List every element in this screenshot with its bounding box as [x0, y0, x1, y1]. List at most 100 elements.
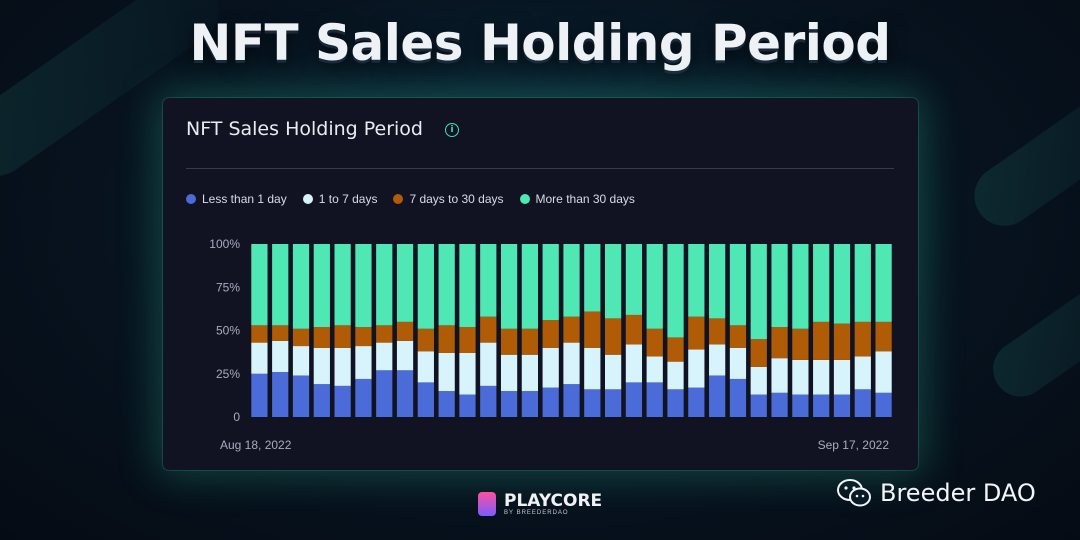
bar-segment-more-than-30-days[interactable]	[688, 244, 705, 317]
bar-segment-7-days-to-30-days[interactable]	[459, 327, 476, 353]
bar-segment-less-than-1-day[interactable]	[521, 391, 538, 417]
bar-segment-less-than-1-day[interactable]	[584, 389, 601, 417]
bar-segment-less-than-1-day[interactable]	[313, 384, 330, 417]
bar-segment-more-than-30-days[interactable]	[605, 244, 622, 319]
bar-segment-7-days-to-30-days[interactable]	[709, 318, 726, 345]
bar-segment-more-than-30-days[interactable]	[417, 244, 434, 329]
bar-segment-7-days-to-30-days[interactable]	[355, 327, 372, 347]
bar-segment-more-than-30-days[interactable]	[813, 244, 830, 322]
bar-segment-less-than-1-day[interactable]	[438, 391, 455, 417]
bar-segment-more-than-30-days[interactable]	[750, 244, 767, 340]
bar-segment-less-than-1-day[interactable]	[771, 392, 788, 417]
info-icon[interactable]: i	[445, 123, 459, 137]
bar-segment-1-to-7-days[interactable]	[792, 359, 809, 395]
bar-segment-1-to-7-days[interactable]	[334, 347, 351, 386]
bar-segment-more-than-30-days[interactable]	[709, 244, 726, 319]
bar-segment-less-than-1-day[interactable]	[334, 385, 351, 417]
bar-segment-1-to-7-days[interactable]	[292, 346, 310, 376]
bar-segment-more-than-30-days[interactable]	[854, 244, 871, 322]
bar-segment-more-than-30-days[interactable]	[355, 244, 372, 328]
bar-segment-1-to-7-days[interactable]	[833, 359, 851, 395]
bar-segment-more-than-30-days[interactable]	[334, 244, 351, 326]
bar-segment-1-to-7-days[interactable]	[417, 351, 434, 383]
bar-segment-1-to-7-days[interactable]	[667, 361, 684, 390]
bar-segment-7-days-to-30-days[interactable]	[854, 321, 871, 357]
bar-segment-less-than-1-day[interactable]	[251, 373, 268, 417]
bar-segment-more-than-30-days[interactable]	[667, 244, 684, 338]
bar-segment-less-than-1-day[interactable]	[854, 389, 871, 417]
bar-segment-1-to-7-days[interactable]	[813, 359, 830, 395]
bar-segment-1-to-7-days[interactable]	[396, 340, 414, 371]
bar-segment-more-than-30-days[interactable]	[480, 244, 497, 317]
bar-segment-more-than-30-days[interactable]	[500, 244, 518, 329]
bar-segment-less-than-1-day[interactable]	[376, 370, 393, 417]
bar-segment-more-than-30-days[interactable]	[792, 244, 809, 329]
bar-segment-more-than-30-days[interactable]	[313, 244, 330, 328]
bar-segment-1-to-7-days[interactable]	[438, 352, 455, 392]
bar-segment-1-to-7-days[interactable]	[376, 342, 393, 371]
bar-segment-more-than-30-days[interactable]	[542, 244, 559, 321]
bar-segment-7-days-to-30-days[interactable]	[688, 316, 705, 350]
bar-segment-7-days-to-30-days[interactable]	[251, 325, 268, 343]
bar-segment-7-days-to-30-days[interactable]	[521, 328, 538, 355]
bar-segment-7-days-to-30-days[interactable]	[396, 321, 414, 341]
bar-segment-less-than-1-day[interactable]	[417, 382, 434, 417]
bar-segment-less-than-1-day[interactable]	[480, 385, 497, 417]
bar-segment-more-than-30-days[interactable]	[251, 244, 268, 326]
bar-segment-7-days-to-30-days[interactable]	[334, 325, 351, 348]
bar-segment-7-days-to-30-days[interactable]	[625, 314, 643, 345]
bar-segment-1-to-7-days[interactable]	[272, 340, 289, 373]
bar-segment-less-than-1-day[interactable]	[792, 394, 809, 417]
bar-segment-more-than-30-days[interactable]	[459, 244, 476, 328]
bar-segment-less-than-1-day[interactable]	[688, 387, 705, 417]
bar-segment-less-than-1-day[interactable]	[605, 389, 622, 417]
legend-item-7-to-30-days[interactable]: 7 days to 30 days	[393, 192, 504, 206]
bar-segment-more-than-30-days[interactable]	[729, 244, 747, 326]
legend-item-less-than-1-day[interactable]: Less than 1 day	[186, 192, 287, 206]
bar-segment-1-to-7-days[interactable]	[313, 347, 330, 385]
bar-segment-7-days-to-30-days[interactable]	[313, 327, 330, 348]
bar-segment-less-than-1-day[interactable]	[500, 391, 518, 417]
bar-segment-7-days-to-30-days[interactable]	[542, 320, 559, 348]
bar-segment-less-than-1-day[interactable]	[646, 382, 663, 417]
bar-segment-1-to-7-days[interactable]	[251, 342, 268, 374]
bar-segment-7-days-to-30-days[interactable]	[833, 323, 851, 360]
bar-segment-1-to-7-days[interactable]	[563, 342, 580, 385]
bar-segment-more-than-30-days[interactable]	[563, 244, 580, 317]
bar-segment-7-days-to-30-days[interactable]	[667, 337, 684, 362]
bar-segment-less-than-1-day[interactable]	[272, 372, 289, 417]
bar-segment-1-to-7-days[interactable]	[584, 347, 601, 390]
bar-segment-7-days-to-30-days[interactable]	[584, 311, 601, 348]
bar-segment-less-than-1-day[interactable]	[542, 387, 559, 417]
bar-segment-7-days-to-30-days[interactable]	[729, 325, 747, 348]
legend-item-1-to-7-days[interactable]: 1 to 7 days	[302, 192, 377, 206]
bar-segment-1-to-7-days[interactable]	[646, 356, 663, 383]
bar-segment-more-than-30-days[interactable]	[292, 244, 310, 329]
bar-segment-7-days-to-30-days[interactable]	[875, 321, 892, 352]
bar-segment-7-days-to-30-days[interactable]	[500, 328, 518, 355]
bar-segment-less-than-1-day[interactable]	[292, 375, 310, 417]
bar-segment-1-to-7-days[interactable]	[625, 344, 643, 383]
bar-segment-less-than-1-day[interactable]	[459, 394, 476, 417]
bar-segment-7-days-to-30-days[interactable]	[438, 325, 455, 353]
bar-segment-7-days-to-30-days[interactable]	[792, 328, 809, 360]
bar-segment-7-days-to-30-days[interactable]	[605, 318, 622, 355]
bar-segment-7-days-to-30-days[interactable]	[480, 316, 497, 343]
bar-segment-more-than-30-days[interactable]	[771, 244, 788, 328]
bar-segment-less-than-1-day[interactable]	[667, 389, 684, 417]
bar-segment-7-days-to-30-days[interactable]	[771, 327, 788, 359]
bar-segment-more-than-30-days[interactable]	[625, 244, 643, 315]
bar-segment-more-than-30-days[interactable]	[646, 244, 663, 329]
bar-segment-more-than-30-days[interactable]	[833, 244, 851, 324]
bar-segment-1-to-7-days[interactable]	[480, 342, 497, 386]
bar-segment-7-days-to-30-days[interactable]	[272, 325, 289, 341]
bar-segment-7-days-to-30-days[interactable]	[563, 316, 580, 343]
bar-segment-less-than-1-day[interactable]	[709, 375, 726, 417]
bar-segment-1-to-7-days[interactable]	[605, 354, 622, 390]
bar-segment-7-days-to-30-days[interactable]	[376, 325, 393, 343]
bar-segment-1-to-7-days[interactable]	[771, 358, 788, 393]
bar-segment-1-to-7-days[interactable]	[459, 352, 476, 395]
bar-segment-more-than-30-days[interactable]	[875, 244, 892, 322]
bar-segment-less-than-1-day[interactable]	[750, 394, 767, 417]
bar-segment-more-than-30-days[interactable]	[396, 244, 414, 322]
